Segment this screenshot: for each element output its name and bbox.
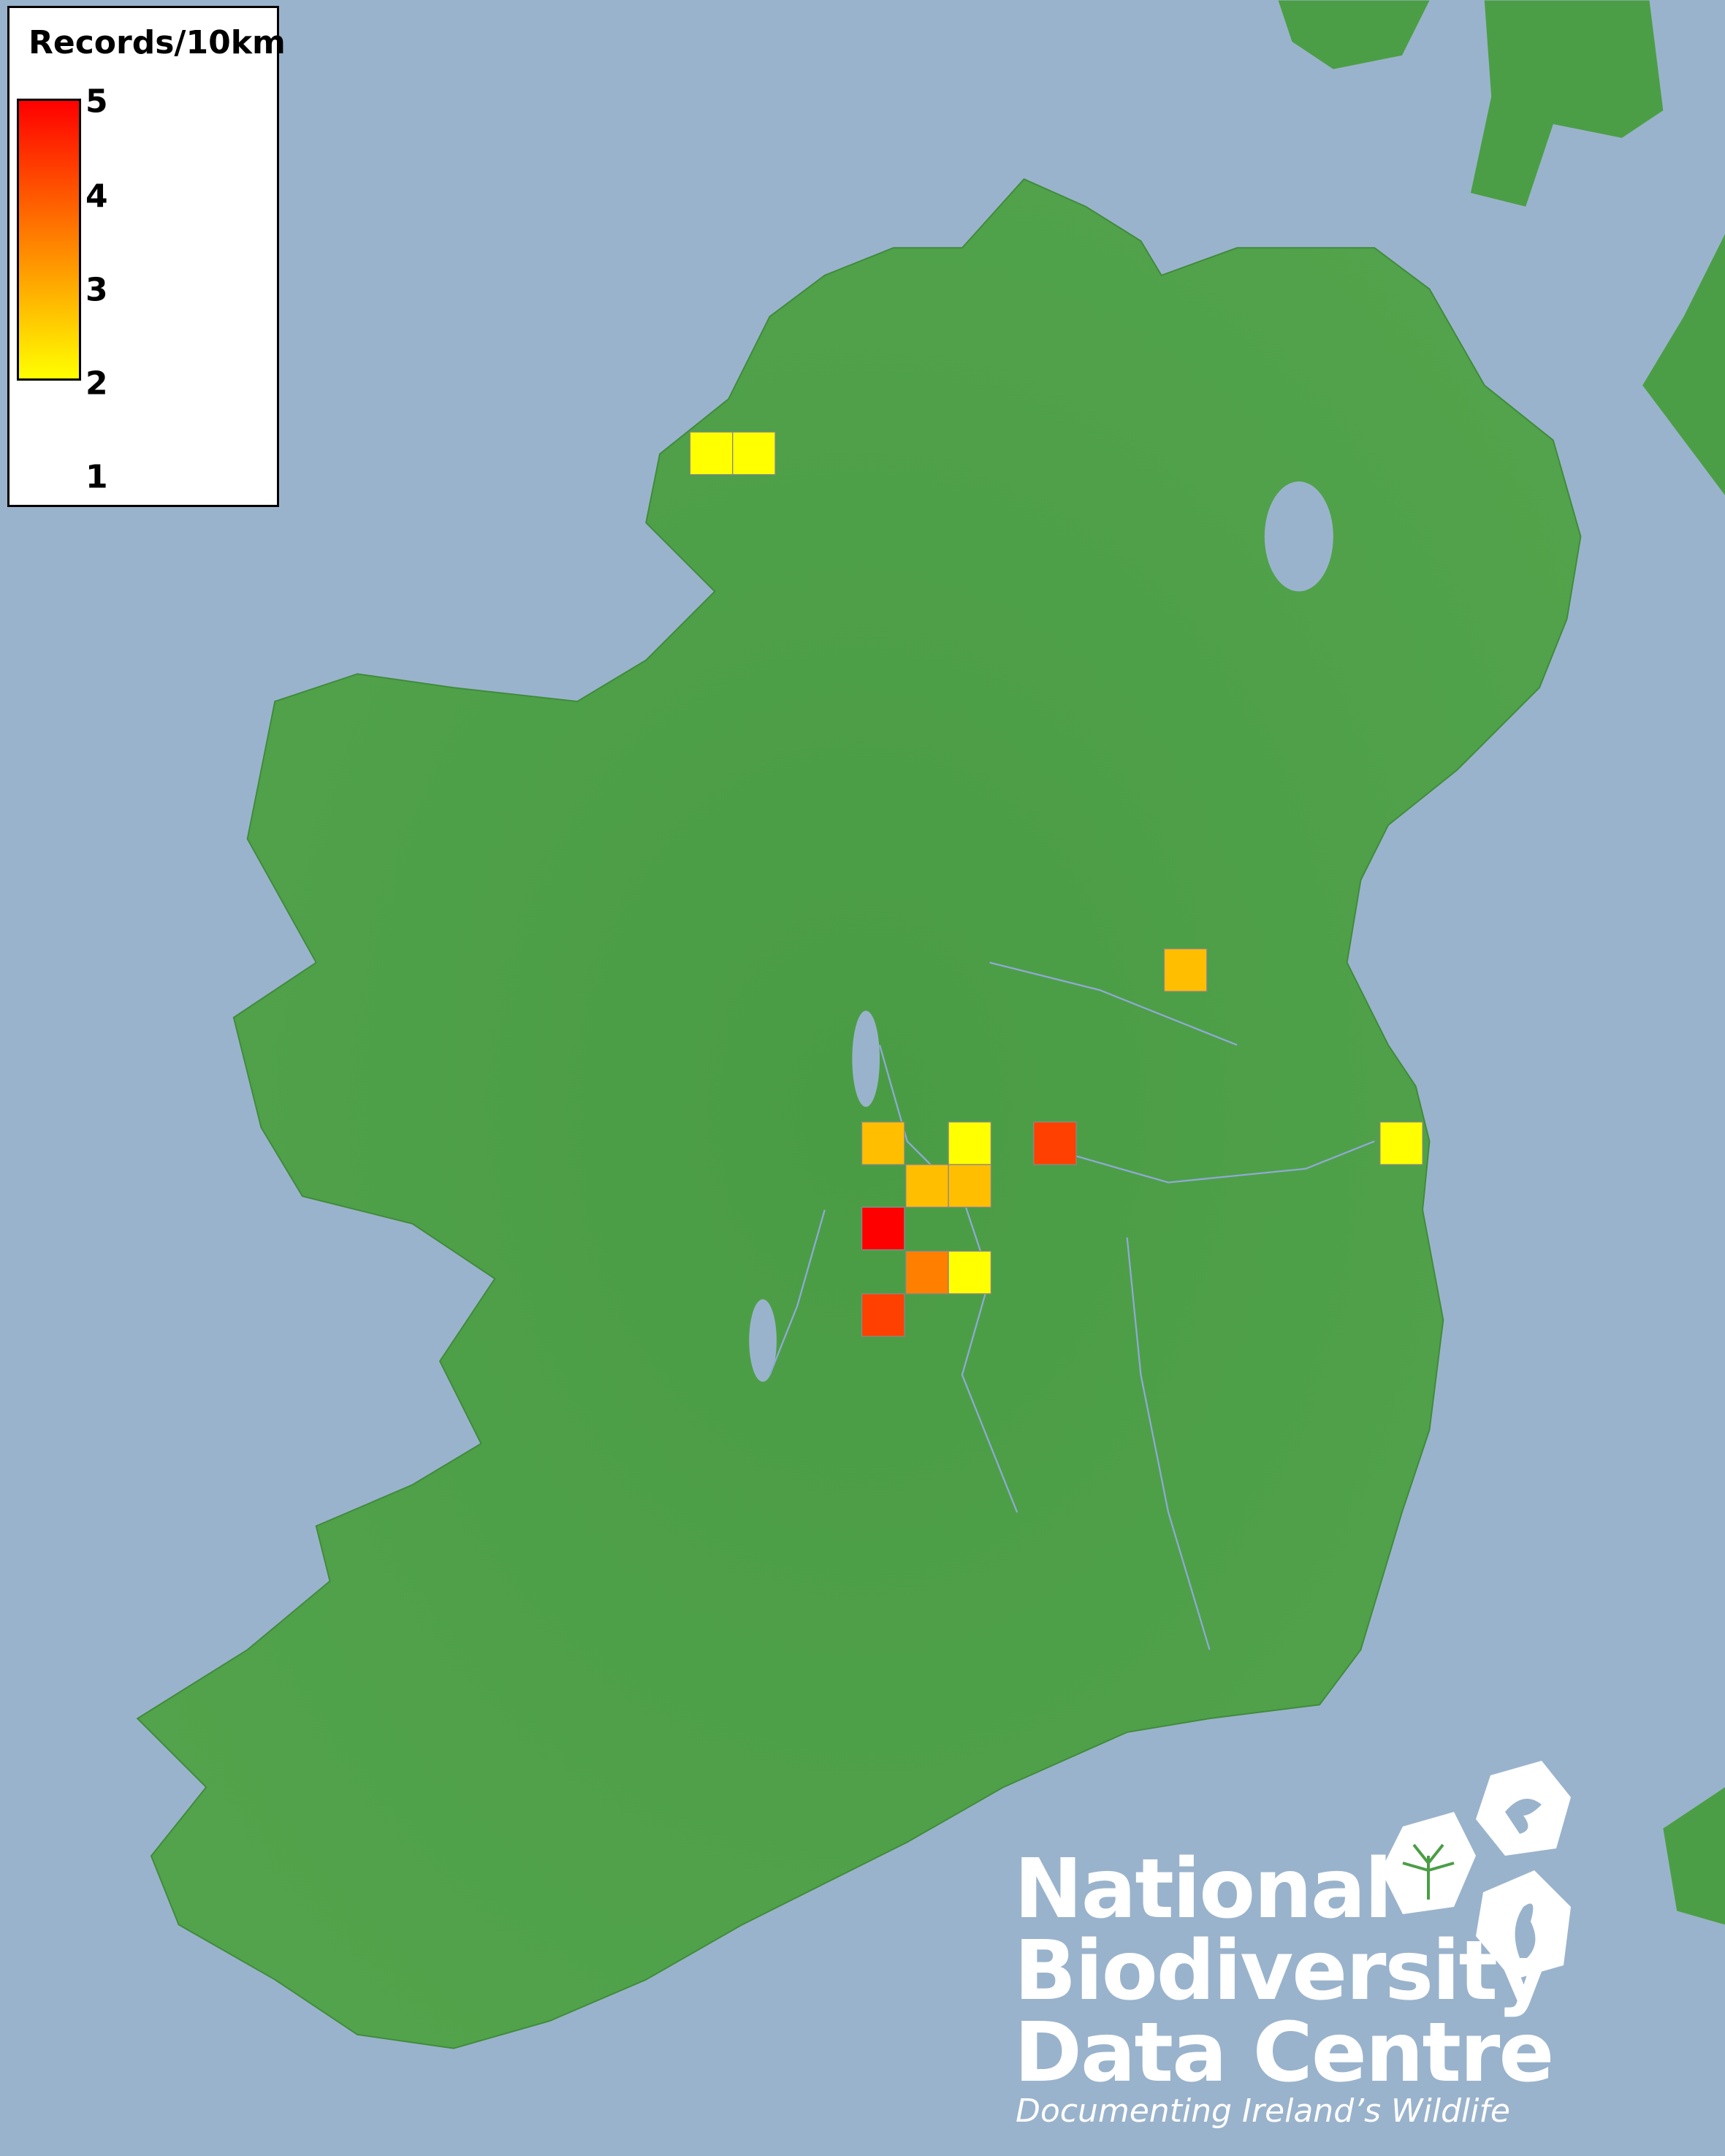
record-square xyxy=(861,1293,905,1337)
record-square xyxy=(689,431,734,476)
record-square xyxy=(948,1164,992,1208)
record-square xyxy=(905,1250,949,1295)
nbdc-logo: National Biodiversity Data Centre Docume… xyxy=(1008,1761,1637,2141)
record-square xyxy=(948,1121,992,1165)
record-square xyxy=(1379,1121,1423,1165)
legend-tick-5: 5 xyxy=(85,83,108,121)
ireland-landmass xyxy=(136,178,1582,2049)
record-square xyxy=(1163,948,1208,992)
logo-tagline: Documenting Ireland’s Wildlife xyxy=(1016,2092,1510,2130)
record-square xyxy=(948,1250,992,1295)
legend-tick-3: 3 xyxy=(85,271,108,309)
record-squares xyxy=(689,431,1423,1337)
rivers xyxy=(769,961,1375,1650)
legend-tick-1: 1 xyxy=(85,458,108,496)
record-square xyxy=(905,1164,949,1208)
legend: Records/10km 5 4 3 2 1 xyxy=(7,6,286,507)
lough-ree xyxy=(852,1010,880,1108)
record-square xyxy=(861,1121,905,1165)
legend-tick-4: 4 xyxy=(85,178,108,216)
lough-neagh xyxy=(1264,481,1333,592)
legend-color-bar xyxy=(17,99,81,381)
logo-hexagons-icon xyxy=(1381,1761,1571,1980)
record-square xyxy=(732,431,776,476)
legend-title: Records/10km xyxy=(28,24,286,61)
logo-line-1: National xyxy=(1014,1842,1393,1937)
record-square xyxy=(861,1206,905,1251)
legend-tick-2: 2 xyxy=(85,365,108,403)
record-square xyxy=(1033,1121,1077,1165)
logo-line-3: Data Centre xyxy=(1014,2005,1554,2100)
logo-line-2: Biodiversity xyxy=(1014,1924,1550,2019)
lough-derg xyxy=(749,1299,777,1382)
